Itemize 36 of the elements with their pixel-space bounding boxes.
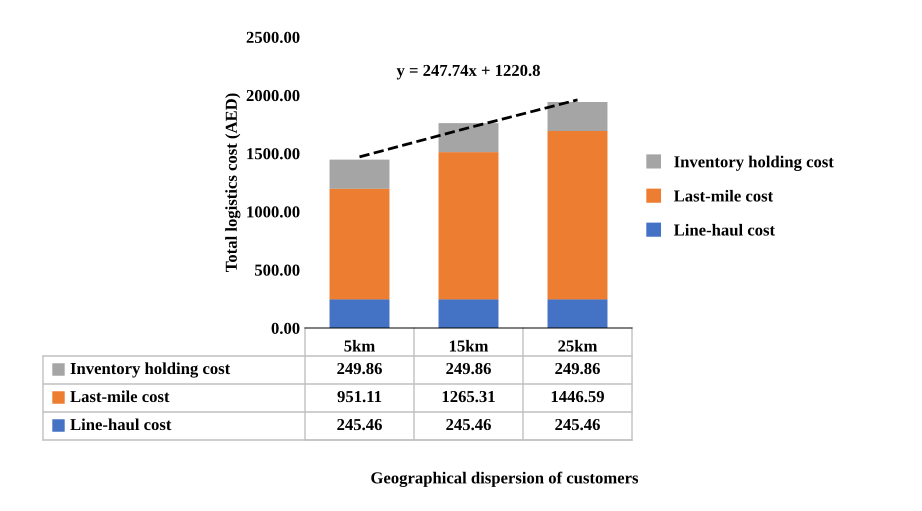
data-label: 249.86	[555, 362, 600, 374]
x-tick-label: 25km	[558, 340, 598, 352]
data-label: 245.46	[337, 418, 382, 430]
bar	[438, 299, 498, 328]
y-tick-label: 2500.00	[246, 32, 300, 44]
bar	[330, 160, 390, 189]
y-tick-label: 2000.00	[246, 90, 300, 102]
data-label: 249.86	[337, 362, 382, 374]
text: Line-haul cost	[70, 418, 172, 430]
y-tick-label: 1500.00	[247, 148, 300, 160]
x-tick-label: 5km	[344, 340, 375, 352]
y-axis-title: Total logistics cost (AED)	[225, 93, 240, 272]
bar	[438, 123, 498, 152]
annotation: y = 247.74x + 1220.8	[396, 64, 540, 80]
bar	[330, 299, 390, 328]
data-label: 951.11	[337, 390, 382, 402]
data-label: 245.46	[555, 418, 600, 430]
data-label: 1446.59	[552, 390, 604, 402]
text: Geographical dispersion of customers	[371, 472, 638, 488]
text: Inventory holding cost	[70, 362, 230, 378]
bar	[548, 102, 608, 132]
y-tick-label: 0.00	[272, 322, 300, 334]
legend-label: Last-mile cost	[674, 190, 774, 202]
bar	[548, 299, 608, 328]
bar	[548, 131, 608, 300]
legend-label: Line-haul cost	[674, 224, 775, 236]
legend-label: Inventory holding cost	[674, 156, 834, 171]
y-tick-label: 1000.00	[247, 206, 300, 218]
text: Last-mile cost	[70, 390, 170, 402]
x-tick-label: 15km	[450, 340, 488, 352]
data-label: 249.86	[446, 362, 491, 374]
bar	[330, 188, 390, 300]
y-tick-label: 500.00	[254, 264, 300, 276]
data-label: 1265.31	[442, 390, 495, 402]
data-label: 245.46	[446, 418, 491, 430]
bar	[438, 152, 498, 300]
